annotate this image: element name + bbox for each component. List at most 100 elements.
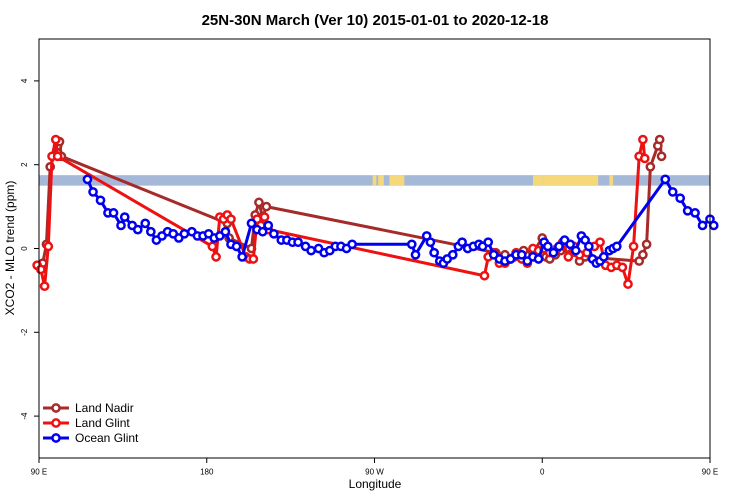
data-point-ocean-glint bbox=[306, 245, 316, 256]
data-point-land-glint bbox=[628, 241, 639, 252]
data-point-ocean-glint bbox=[220, 226, 231, 237]
data-point-land-glint bbox=[479, 270, 490, 281]
data-point-ocean-glint bbox=[257, 226, 268, 237]
x-axis-label: Longitude bbox=[349, 477, 402, 491]
data-point-ocean-glint bbox=[237, 252, 248, 262]
data-point-ocean-glint bbox=[457, 237, 467, 248]
data-point-land-glint bbox=[52, 151, 63, 162]
y-axis: -4 -2 0 2 4 bbox=[20, 78, 39, 420]
series-layer bbox=[32, 134, 719, 292]
data-point-ocean-glint bbox=[667, 187, 678, 197]
data-point-land-glint bbox=[259, 212, 270, 222]
series-ocean-glint bbox=[82, 174, 719, 269]
data-point-ocean-glint bbox=[179, 228, 190, 239]
data-point-land-glint bbox=[638, 134, 648, 145]
data-point-land-glint bbox=[50, 134, 61, 145]
data-point-ocean-glint bbox=[88, 187, 98, 197]
data-point-ocean-glint bbox=[542, 241, 553, 252]
data-point-ocean-glint bbox=[611, 241, 622, 252]
x-tick-label: 90 E bbox=[702, 468, 718, 477]
data-point-ocean-glint bbox=[533, 254, 544, 264]
data-point-ocean-glint bbox=[565, 239, 576, 250]
data-point-ocean-glint bbox=[269, 228, 279, 239]
data-point-land-glint bbox=[617, 262, 628, 273]
data-point-ocean-glint bbox=[406, 239, 417, 250]
data-point-ocean-glint bbox=[554, 241, 564, 252]
data-point-land-glint bbox=[36, 264, 46, 275]
data-point-ocean-glint bbox=[231, 241, 242, 252]
data-point-ocean-glint bbox=[116, 220, 126, 231]
data-point-ocean-glint bbox=[447, 249, 458, 260]
data-point-ocean-glint bbox=[140, 218, 151, 229]
data-point-ocean-glint bbox=[132, 224, 143, 235]
x-tick-label: 180 bbox=[200, 468, 214, 477]
y-tick-label: 0 bbox=[20, 246, 29, 251]
data-point-land-glint bbox=[563, 252, 574, 262]
data-point-land-nadir bbox=[254, 197, 264, 208]
legend-item-ocean-glint: Ocean Glint bbox=[43, 431, 139, 445]
data-point-ocean-glint bbox=[293, 237, 303, 248]
data-point-ocean-glint bbox=[697, 220, 708, 231]
data-point-ocean-glint bbox=[246, 218, 257, 229]
legend-label: Ocean Glint bbox=[75, 431, 139, 445]
data-point-land-glint bbox=[226, 214, 236, 225]
data-point-ocean-glint bbox=[548, 247, 559, 258]
x-tick-label: 90 W bbox=[365, 468, 384, 477]
y-tick-label: -4 bbox=[20, 412, 29, 420]
x-axis: 90 E 180 90 W 0 90 E bbox=[31, 458, 718, 477]
land-band-segment bbox=[609, 175, 614, 186]
y-tick-label: -2 bbox=[20, 328, 29, 336]
land-band-segment bbox=[372, 175, 377, 186]
data-point-land-nadir bbox=[656, 151, 667, 162]
data-point-land-glint bbox=[211, 252, 221, 262]
data-point-ocean-glint bbox=[263, 220, 274, 231]
series-line-ocean-glint bbox=[86, 177, 716, 265]
chart-title: 25N-30N March (Ver 10) 2015-01-01 to 202… bbox=[202, 12, 549, 29]
data-point-land-glint bbox=[639, 153, 650, 164]
x-tick-label: 0 bbox=[540, 468, 545, 477]
data-point-ocean-glint bbox=[682, 205, 693, 216]
data-point-ocean-glint bbox=[708, 220, 719, 231]
data-point-ocean-glint bbox=[95, 195, 106, 206]
data-point-ocean-glint bbox=[690, 208, 700, 218]
legend-swatch-marker bbox=[51, 418, 61, 428]
data-point-land-nadir bbox=[645, 161, 656, 172]
data-point-ocean-glint bbox=[429, 247, 439, 258]
data-point-land-glint bbox=[595, 237, 605, 248]
data-point-ocean-glint bbox=[583, 241, 594, 252]
y-axis-label: XCO2 - MLO trend (ppm) bbox=[3, 181, 17, 316]
data-point-ocean-glint bbox=[347, 239, 357, 250]
land-band-segment bbox=[378, 175, 384, 186]
land-ocean-strip bbox=[39, 175, 710, 186]
land-band-segment bbox=[532, 175, 543, 186]
data-point-land-nadir bbox=[638, 249, 648, 260]
data-point-ocean-glint bbox=[660, 174, 671, 185]
data-point-land-glint bbox=[207, 241, 218, 252]
land-band-segment bbox=[542, 175, 599, 186]
land-band-segment bbox=[393, 175, 405, 186]
legend-swatch-marker bbox=[51, 433, 61, 443]
data-point-ocean-glint bbox=[145, 226, 156, 237]
data-point-ocean-glint bbox=[119, 212, 130, 222]
data-point-ocean-glint bbox=[570, 245, 581, 256]
series-line-land-glint bbox=[36, 138, 647, 288]
data-point-ocean-glint bbox=[483, 237, 494, 248]
data-point-ocean-glint bbox=[675, 193, 686, 204]
data-point-ocean-glint bbox=[425, 237, 436, 248]
data-point-land-glint bbox=[248, 254, 259, 264]
legend-swatch-marker bbox=[51, 403, 61, 413]
legend-item-land-glint: Land Glint bbox=[43, 416, 130, 430]
data-point-ocean-glint bbox=[410, 249, 421, 260]
data-point-ocean-glint bbox=[516, 249, 527, 260]
y-tick-label: 4 bbox=[20, 78, 29, 83]
data-point-ocean-glint bbox=[598, 252, 609, 262]
data-point-land-nadir bbox=[641, 239, 652, 250]
legend-label: Land Nadir bbox=[75, 401, 134, 415]
data-point-land-nadir bbox=[654, 134, 665, 145]
data-point-ocean-glint bbox=[82, 174, 93, 185]
legend-label: Land Glint bbox=[75, 416, 130, 430]
legend-item-land-nadir: Land Nadir bbox=[43, 401, 134, 415]
data-point-ocean-glint bbox=[108, 208, 119, 218]
